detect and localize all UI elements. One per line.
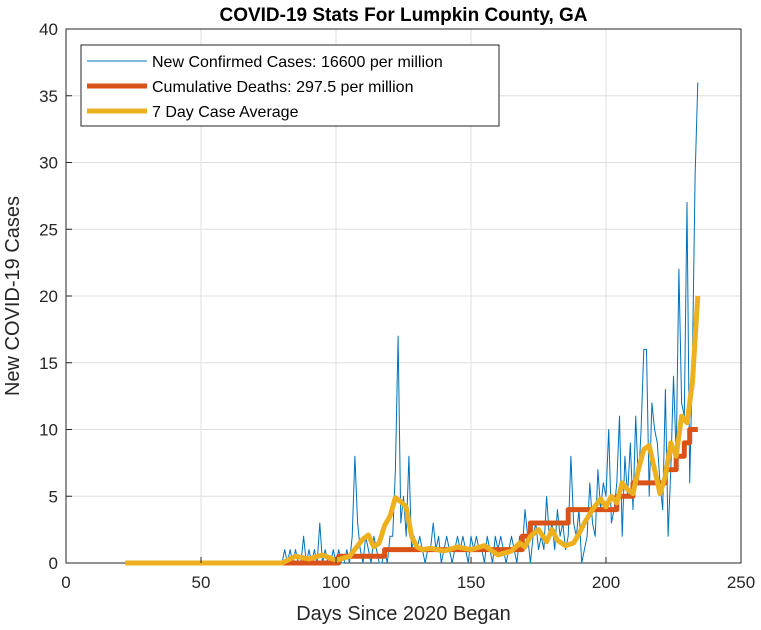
series-line-2 [125, 427, 698, 566]
y-tick-label: 30 [39, 154, 58, 173]
ticks: 0 50 100 150 200 250 0 5 10 15 20 25 30 35 40 [39, 20, 755, 592]
x-tick-label: 50 [192, 573, 211, 592]
x-tick-label: 250 [727, 573, 755, 592]
y-tick-label: 0 [49, 554, 58, 573]
y-tick-label: 10 [39, 421, 58, 440]
series-line-3 [125, 295, 701, 566]
y-tick-label: 5 [49, 487, 58, 506]
legend-entry-3: 7 Day Case Average [152, 104, 299, 121]
legend-entry-2: Cumulative Deaths: 297.5 per million [152, 79, 413, 96]
legend: New Confirmed Cases: 16600 per million Cu… [80, 44, 500, 127]
x-tick-label: 150 [457, 573, 485, 592]
x-tick-label: 100 [322, 573, 350, 592]
x-tick-label: 200 [592, 573, 620, 592]
y-tick-label: 25 [39, 220, 58, 239]
legend-box [80, 44, 500, 127]
legend-entry-1: New Confirmed Cases: 16600 per million [152, 54, 443, 71]
y-tick-label: 20 [39, 287, 58, 306]
y-axis-label: New COVID-19 Cases [2, 196, 24, 396]
y-tick-label: 35 [39, 87, 58, 106]
x-tick-label: 0 [61, 573, 70, 592]
x-axis-label: Days Since 2020 Began [296, 603, 511, 625]
chart-title: COVID-19 Stats For Lumpkin County, GA [219, 5, 587, 26]
y-tick-label: 40 [39, 20, 58, 39]
y-tick-label: 15 [39, 354, 58, 373]
